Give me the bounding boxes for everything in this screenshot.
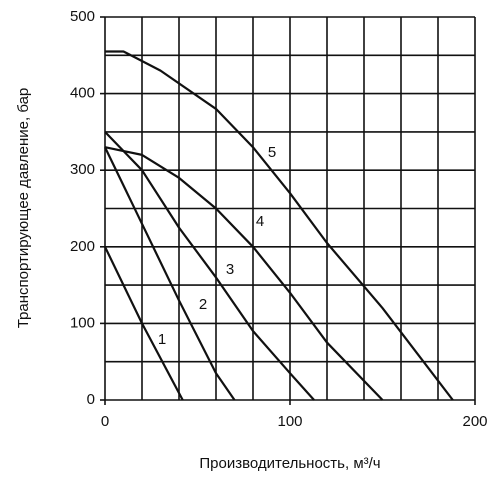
x-tick-label: 0 bbox=[101, 413, 109, 430]
x-tick-label: 200 bbox=[462, 413, 487, 430]
curve bbox=[104, 131, 315, 401]
curve-label: 3 bbox=[226, 261, 234, 278]
curve-label: 2 bbox=[199, 296, 207, 313]
y-tick-label: 300 bbox=[70, 161, 95, 178]
curve bbox=[104, 246, 184, 401]
curve bbox=[104, 146, 384, 401]
curve-label: 1 bbox=[158, 331, 166, 348]
curve bbox=[105, 50, 454, 401]
y-tick-label: 0 bbox=[87, 391, 95, 408]
x-tick-label: 100 bbox=[277, 413, 302, 430]
curve bbox=[104, 146, 236, 401]
y-tick-label: 100 bbox=[70, 314, 95, 331]
y-tick-label: 200 bbox=[70, 238, 95, 255]
curve-label: 4 bbox=[256, 213, 264, 230]
y-tick-label: 500 bbox=[70, 8, 95, 25]
curve-label: 5 bbox=[268, 144, 276, 161]
x-axis-label: Производительность, м³/ч bbox=[199, 455, 380, 472]
y-axis-label: Транспортирующее давление, бар bbox=[15, 88, 32, 329]
y-tick-label: 400 bbox=[70, 85, 95, 102]
